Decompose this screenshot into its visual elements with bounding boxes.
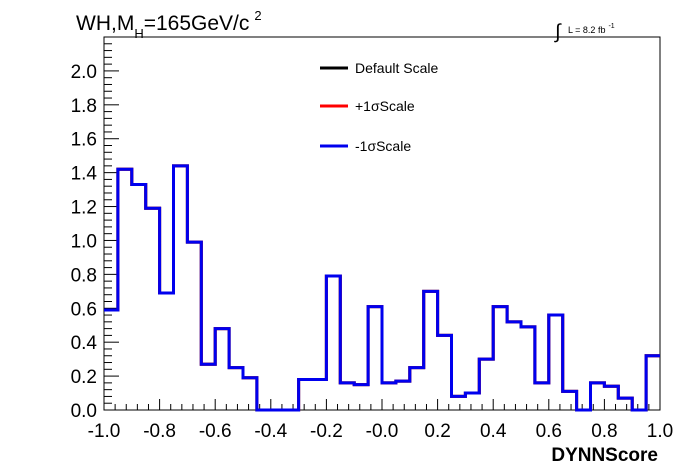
y-axis: 0.0 0.2 0.4 0.6 0.8 1.0 1.2 1.4 1.6 1.8 2.0 — [71, 36, 119, 422]
x-tick-label: -0.6 — [199, 421, 232, 442]
legend: Default Scale +1σScale -1σScale — [320, 60, 438, 154]
legend-label-1: +1σScale — [355, 98, 415, 114]
y-tick-label: 0.8 — [71, 265, 97, 286]
x-tick-label: 0.8 — [591, 421, 617, 442]
title-rest-text: =165GeV/c — [144, 12, 250, 35]
title-subscript: H — [134, 26, 143, 41]
x-tick-label: -0.4 — [254, 421, 287, 442]
y-tick-label: 1.8 — [71, 96, 97, 117]
x-tick-label: 0.6 — [536, 421, 562, 442]
x-tick-label: -0.8 — [143, 421, 176, 442]
x-tick-label: -0.0 — [366, 421, 399, 442]
y-tick-label: 0.0 — [71, 401, 97, 422]
y-tick-label: 1.0 — [71, 231, 97, 252]
lumi-integral-symbol: ∫ — [554, 21, 562, 43]
x-axis-label: DYNNScore — [551, 445, 658, 466]
x-tick-label: 1.0 — [647, 421, 673, 442]
y-tick-label: 1.2 — [71, 198, 97, 219]
legend-label-0: Default Scale — [355, 60, 438, 76]
y-tick-label: 1.4 — [71, 164, 98, 185]
series-layer — [104, 164, 660, 412]
y-tick-label: 0.2 — [71, 367, 97, 388]
lumi-annotation: L = 8.2 fb -1 — [568, 23, 615, 35]
lumi-text: L = 8.2 fb — [568, 25, 605, 35]
x-tick-label: -1.0 — [88, 421, 121, 442]
y-tick-label: 1.6 — [71, 130, 97, 151]
x-axis: -1.0 -0.8 -0.6 -0.4 -0.2 -0.0 0.2 0.4 0.6 0.8 1.0 — [88, 399, 673, 442]
chart-title: WH,MH=165GeV/c 2 — [76, 8, 262, 41]
x-tick-label: 0.2 — [424, 421, 450, 442]
x-tick-label: 0.4 — [480, 421, 507, 442]
legend-label-2: -1σScale — [355, 138, 411, 154]
title-main-text: WH,M — [76, 12, 134, 35]
y-tick-label: 2.0 — [71, 62, 97, 83]
y-tick-label: 0.6 — [71, 299, 97, 320]
x-tick-label: -0.2 — [310, 421, 343, 442]
lumi-superscript: -1 — [608, 23, 614, 30]
y-tick-label: 0.4 — [71, 333, 98, 354]
series-line-2 — [104, 164, 660, 412]
title-superscript: 2 — [254, 8, 261, 23]
